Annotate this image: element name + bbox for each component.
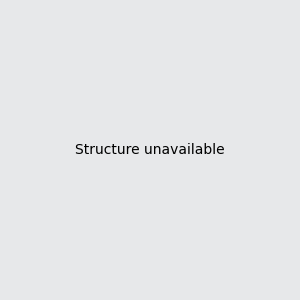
Text: Structure unavailable: Structure unavailable bbox=[75, 143, 225, 157]
